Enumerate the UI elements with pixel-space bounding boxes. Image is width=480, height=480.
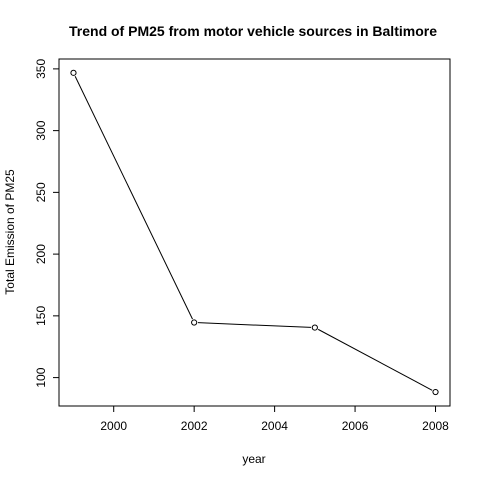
y-axis-label: Total Emission of PM25 xyxy=(3,169,17,295)
y-tick-label: 300 xyxy=(34,120,48,140)
y-tick-label: 100 xyxy=(34,367,48,387)
y-tick-label: 200 xyxy=(34,244,48,264)
x-tick-label: 2008 xyxy=(422,419,449,433)
series xyxy=(70,69,439,396)
data-point xyxy=(311,324,318,331)
x-axis-label: year xyxy=(242,452,265,466)
x-tick-label: 2000 xyxy=(100,419,127,433)
series-line-segment xyxy=(317,328,433,391)
series-line-segment xyxy=(74,76,193,320)
y-axis: 100 150 200 250 300 350 xyxy=(34,59,59,388)
chart-title: Trend of PM25 from motor vehicle sources… xyxy=(69,23,437,39)
x-tick-label: 2006 xyxy=(342,419,369,433)
series-line-segment xyxy=(197,322,312,328)
data-point xyxy=(432,388,439,396)
y-tick-label: 250 xyxy=(34,182,48,202)
plot-frame xyxy=(58,58,451,407)
x-axis: 2000 2002 2004 2006 2008 xyxy=(100,406,449,433)
x-tick-label: 2002 xyxy=(181,419,208,433)
data-point xyxy=(191,319,198,326)
y-tick-label: 350 xyxy=(34,59,48,79)
x-tick-label: 2004 xyxy=(261,419,288,433)
data-point xyxy=(70,69,77,76)
y-tick-label: 150 xyxy=(34,306,48,326)
